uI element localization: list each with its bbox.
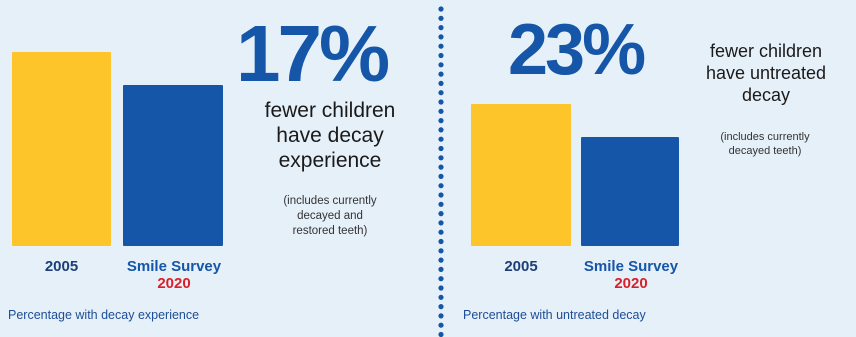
category-smile-survey-text: Smile Survey xyxy=(583,258,679,275)
divider-dot xyxy=(438,322,444,328)
note-line: (includes currently xyxy=(283,195,377,207)
category-label-smile-survey-2020: Smile Survey 2020 xyxy=(113,258,235,292)
percent-decrease-17: 17% xyxy=(236,9,390,98)
divider-dot xyxy=(438,276,444,282)
category-2005-text: 2005 xyxy=(44,258,79,275)
divider-dot xyxy=(438,71,444,77)
bar-2020-decay-experience xyxy=(123,84,223,246)
category-label-2005: 2005 xyxy=(12,258,111,275)
decay-experience-panel: 2005 Smile Survey 2020 Percentage with d… xyxy=(8,9,420,323)
divider-dot xyxy=(438,25,444,31)
chart-caption-untreated-decay: Percentage with untreated decay xyxy=(463,308,646,322)
divider-dot xyxy=(438,118,444,124)
divider-dot xyxy=(438,155,444,161)
note-line: (includes currently xyxy=(720,131,810,143)
divider-dot xyxy=(438,52,444,59)
divider-dot xyxy=(438,313,444,319)
category-smile-survey-text: Smile Survey xyxy=(126,258,222,275)
divider-dot xyxy=(438,145,444,152)
divider-dot xyxy=(438,34,444,40)
category-2005-text: 2005 xyxy=(504,258,538,275)
divider-dot xyxy=(438,238,444,245)
headline-line: decay xyxy=(741,85,791,105)
divider-dot xyxy=(438,331,444,337)
divider-dot xyxy=(438,294,444,300)
divider-dot xyxy=(438,80,444,86)
bar-2020-untreated-decay xyxy=(581,136,679,246)
divider-dot xyxy=(438,257,444,263)
headline-line: fewer children xyxy=(709,41,823,61)
divider-dot xyxy=(438,192,444,198)
divider-dot xyxy=(438,220,444,226)
divider-dot xyxy=(438,108,444,114)
bar-2005-untreated-decay xyxy=(471,104,571,246)
divider-dot xyxy=(438,266,444,272)
divider-dot xyxy=(438,164,444,170)
note-line: decayed teeth) xyxy=(728,145,802,157)
note-line: decayed and xyxy=(297,210,363,222)
chart-caption-decay-experience: Percentage with decay experience xyxy=(8,308,200,322)
divider-dot xyxy=(438,127,444,133)
headline-untreated-decay: fewer children have untreated decay xyxy=(678,40,854,106)
percent-decrease-23: 23% xyxy=(508,10,646,90)
divider-dot xyxy=(438,90,444,96)
category-label-2005: 2005 xyxy=(471,258,571,275)
headline-line: have untreated xyxy=(705,63,827,83)
divider-dot xyxy=(438,201,444,207)
dotted-divider xyxy=(438,6,444,337)
divider-dot xyxy=(438,304,444,310)
category-year-2020-text: 2020 xyxy=(157,275,191,292)
divider-dot xyxy=(438,211,444,217)
divider-dot xyxy=(438,62,444,68)
divider-dot xyxy=(438,173,444,179)
divider-dot xyxy=(438,285,444,291)
headline-decay-experience: fewer children have decay experience xyxy=(240,98,420,173)
note-untreated-decay: (includes currently decayed teeth) xyxy=(700,130,830,158)
headline-line: have decay xyxy=(276,124,384,147)
divider-dot xyxy=(438,136,444,142)
divider-dot xyxy=(438,248,444,254)
divider-dot xyxy=(438,229,444,235)
headline-line: experience xyxy=(278,149,382,172)
divider-dot xyxy=(438,6,444,12)
note-line: restored teeth) xyxy=(292,225,368,237)
note-decay-experience: (includes currently decayed and restored… xyxy=(255,194,405,239)
category-label-smile-survey-2020: Smile Survey 2020 xyxy=(571,258,691,292)
divider-dot xyxy=(438,99,444,105)
category-year-2020-text: 2020 xyxy=(614,275,648,292)
divider-dot xyxy=(438,15,444,21)
untreated-decay-panel: 2005 Smile Survey 2020 Percentage with u… xyxy=(446,0,856,337)
bar-2005-decay-experience xyxy=(12,52,111,246)
headline-line: fewer children xyxy=(264,99,396,122)
divider-dot xyxy=(438,183,444,189)
divider-dot xyxy=(438,43,444,49)
